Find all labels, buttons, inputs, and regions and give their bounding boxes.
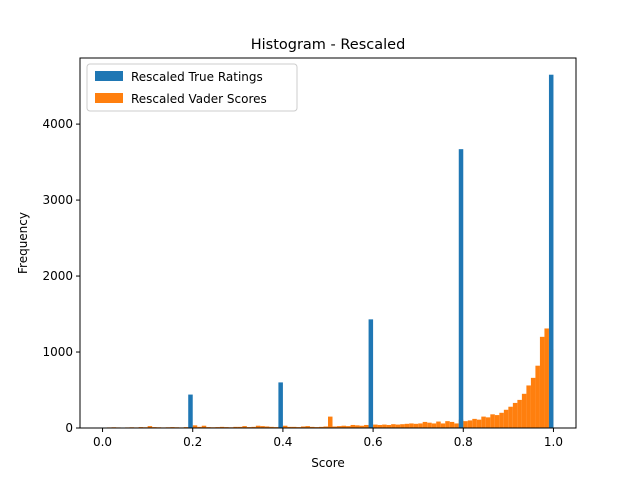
y-tick-label: 0 (65, 421, 73, 435)
y-axis-ticks: 0 1000 2000 3000 4000 (42, 117, 80, 435)
x-tick-label: 0.4 (273, 435, 292, 449)
vader-bar (512, 402, 518, 428)
vader-bar (359, 425, 365, 428)
vader-bar (400, 424, 405, 428)
vader-bar (494, 415, 500, 428)
x-tick-label: 1.0 (544, 435, 563, 449)
vader-bar (485, 417, 491, 428)
vader-bar (431, 423, 437, 428)
vader-bar (463, 421, 468, 428)
vader-bar (282, 425, 288, 428)
vader-bar (404, 423, 410, 428)
vader-bar (287, 426, 292, 428)
vader-bar (445, 421, 450, 428)
x-axis-label: Score (311, 456, 345, 470)
vader-bar (526, 385, 531, 428)
vader-bar (201, 425, 207, 428)
vader-bar (147, 426, 153, 428)
vader-bar (255, 425, 261, 428)
vader-bar (467, 420, 473, 428)
vader-bar (395, 424, 401, 428)
vader-bar (377, 424, 383, 428)
vader-bar (391, 424, 396, 428)
vader-bar (539, 336, 545, 428)
vader-bar (192, 425, 198, 428)
vader-bar (382, 424, 387, 428)
vader-bar (386, 424, 392, 428)
x-tick-label: 0.6 (364, 435, 383, 449)
legend: Rescaled True Ratings Rescaled Vader Sco… (86, 63, 298, 112)
vader-bar (517, 399, 522, 428)
vader-bar (269, 426, 274, 428)
vader-bar (260, 426, 265, 428)
vader-bar (521, 393, 527, 428)
vader-bar (328, 416, 333, 428)
vader-bar (535, 365, 540, 428)
x-tick-label: 0.8 (454, 435, 473, 449)
y-tick-label: 4000 (42, 117, 73, 131)
vader-bar (476, 419, 482, 428)
vader-bar (440, 423, 446, 428)
vader-bar (341, 425, 347, 428)
vader-bar (237, 426, 243, 428)
vader-bar (242, 426, 247, 428)
axes-frame (79, 57, 577, 429)
x-tick-label: 0.2 (183, 435, 202, 449)
vader-bar (309, 426, 315, 428)
vader-bar (323, 426, 328, 428)
vader-bar (472, 418, 477, 428)
vader-bar (364, 424, 369, 428)
vader-bar (409, 423, 414, 428)
vader-bar (264, 426, 270, 428)
vader-bar (305, 426, 310, 428)
vader-bar (413, 423, 419, 428)
y-tick-label: 2000 (42, 269, 73, 283)
vader-bar (418, 423, 423, 428)
y-tick-label: 3000 (42, 193, 73, 207)
vader-bar (251, 426, 256, 428)
vader-bar (508, 406, 513, 428)
vader-bar (337, 426, 342, 428)
vader-bar (544, 328, 549, 428)
legend-swatch-true-ratings (95, 71, 123, 81)
true-ratings-bar (458, 149, 464, 429)
x-axis-ticks: 0.0 0.2 0.4 0.6 0.8 1.0 (93, 428, 563, 449)
vader-bar (318, 426, 324, 428)
vader-bar (233, 426, 238, 428)
true-ratings-bar (548, 74, 554, 429)
vader-bar (219, 426, 225, 428)
true-ratings-bar (188, 394, 193, 428)
vader-bar (373, 424, 378, 428)
vader-bar (346, 426, 351, 428)
legend-box (86, 63, 298, 112)
vader-bar (300, 426, 306, 428)
vader-bar (454, 423, 459, 428)
vader-bar (197, 426, 202, 428)
vader-bar (530, 377, 536, 428)
vader-bar (481, 416, 486, 428)
vader-bar (355, 425, 360, 428)
x-tick-label: 0.0 (93, 435, 112, 449)
vader-bar (350, 424, 356, 428)
vader-bar (503, 409, 509, 428)
legend-label-vader-scores: Rescaled Vader Scores (131, 92, 267, 106)
true-ratings-bar (368, 319, 374, 428)
true-ratings-bars-group (188, 74, 554, 429)
y-axis-label: Frequency (16, 212, 30, 274)
vader-bar (427, 422, 432, 428)
vader-bar (422, 421, 428, 428)
vader-bar (332, 426, 338, 428)
chart-title: Histogram - Rescaled (251, 37, 406, 53)
vader-bar (436, 421, 441, 428)
vader-bar (449, 421, 455, 428)
vader-bar (499, 412, 504, 428)
legend-swatch-vader-scores (95, 93, 123, 103)
vader-bar (490, 414, 495, 428)
true-ratings-bar (278, 382, 283, 428)
y-tick-label: 1000 (42, 345, 73, 359)
legend-label-true-ratings: Rescaled True Ratings (131, 70, 263, 84)
vader-bar (291, 426, 297, 428)
